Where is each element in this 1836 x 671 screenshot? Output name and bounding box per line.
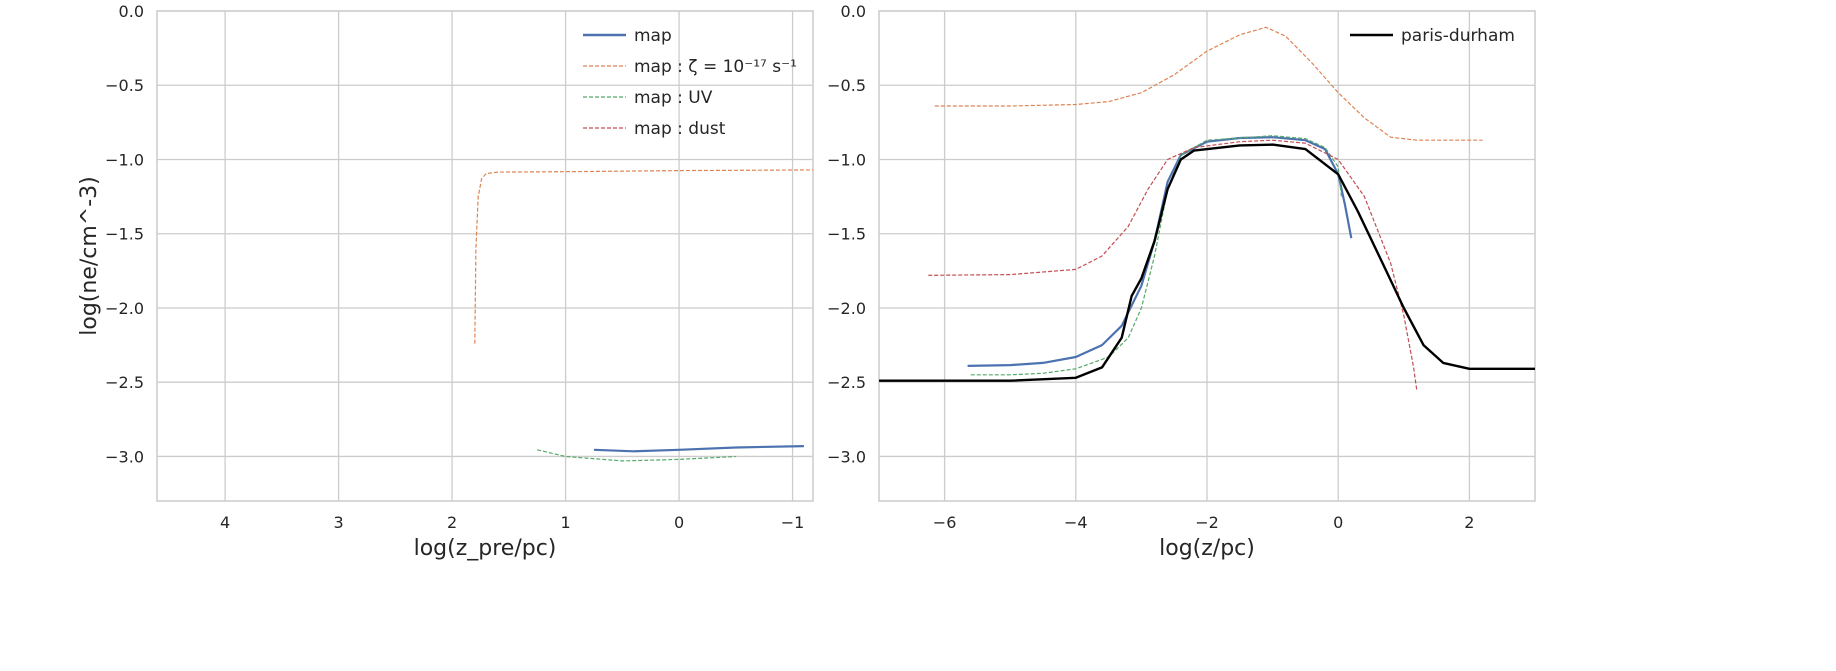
axes-frame <box>156 10 814 502</box>
legend: paris-durham <box>1350 26 1515 46</box>
y-tick-label: −2.5 <box>827 373 866 392</box>
y-tick-label: 0.0 <box>119 2 144 21</box>
x-tick-label: 2 <box>1464 513 1474 532</box>
x-tick-label: −4 <box>1064 513 1088 532</box>
y-tick-label: −2.5 <box>105 373 144 392</box>
x-tick-label: 0 <box>674 513 684 532</box>
y-tick-label: −1.5 <box>827 225 866 244</box>
legend-label: paris-durham <box>1401 26 1515 46</box>
x-tick-label: −6 <box>933 513 957 532</box>
x-tick-label: −1 <box>781 513 805 532</box>
x-tick-label: 4 <box>220 513 230 532</box>
y-tick-label: −2.0 <box>105 299 144 318</box>
series-line-map-10-s- <box>474 169 813 344</box>
chart-panel-2: −6 −4 −2 0 2 0.0 −0.5 −1.0 −1.5 −2.0 −2.5 −3.0 log(z… <box>827 2 1536 561</box>
series-line-map-uv <box>537 449 736 462</box>
y-tick-label: −1.0 <box>105 150 144 169</box>
series-line-map-uv <box>970 135 1343 376</box>
x-tick-label: 3 <box>333 513 343 532</box>
chart-panel-1: 4 3 2 1 0 −1 0.0 −0.5 −1.0 −1.5 −2.0 −2.5 −3.0 log(z_… <box>77 2 814 561</box>
series-line-map <box>593 445 804 453</box>
y-tick-label: −0.5 <box>105 76 144 95</box>
x-tick-label: 0 <box>1333 513 1343 532</box>
y-tick-label: −0.5 <box>827 76 866 95</box>
y-tick-label: −3.0 <box>105 447 144 466</box>
series-line-map-10-s- <box>934 26 1483 141</box>
y-tick-label: −3.0 <box>827 447 866 466</box>
y-axis-label: log(ne/cm^-3) <box>77 176 102 336</box>
legend-label: map : dust <box>634 119 726 139</box>
y-tick-label: −1.5 <box>105 225 144 244</box>
y-tick-label: −1.0 <box>827 150 866 169</box>
series-line-map <box>967 136 1353 367</box>
x-tick-label: −2 <box>1195 513 1219 532</box>
x-tick-label: 2 <box>447 513 457 532</box>
legend: map map : ζ = 10⁻¹⁷ s⁻¹ map : UV map : dust <box>583 26 797 139</box>
legend-label: map : UV <box>634 88 713 108</box>
y-tick-label: −2.0 <box>827 299 866 318</box>
series-line-map-dust <box>928 139 1418 392</box>
x-axis-label: log(z/pc) <box>1159 536 1255 561</box>
legend-label: map : ζ = 10⁻¹⁷ s⁻¹ <box>634 57 797 77</box>
series-line-paris-durham <box>879 143 1535 382</box>
x-axis-label: log(z_pre/pc) <box>414 536 557 561</box>
legend-label: map <box>634 26 672 46</box>
x-tick-label: 1 <box>560 513 570 532</box>
axes-frame <box>878 10 1536 502</box>
y-tick-label: 0.0 <box>841 2 866 21</box>
